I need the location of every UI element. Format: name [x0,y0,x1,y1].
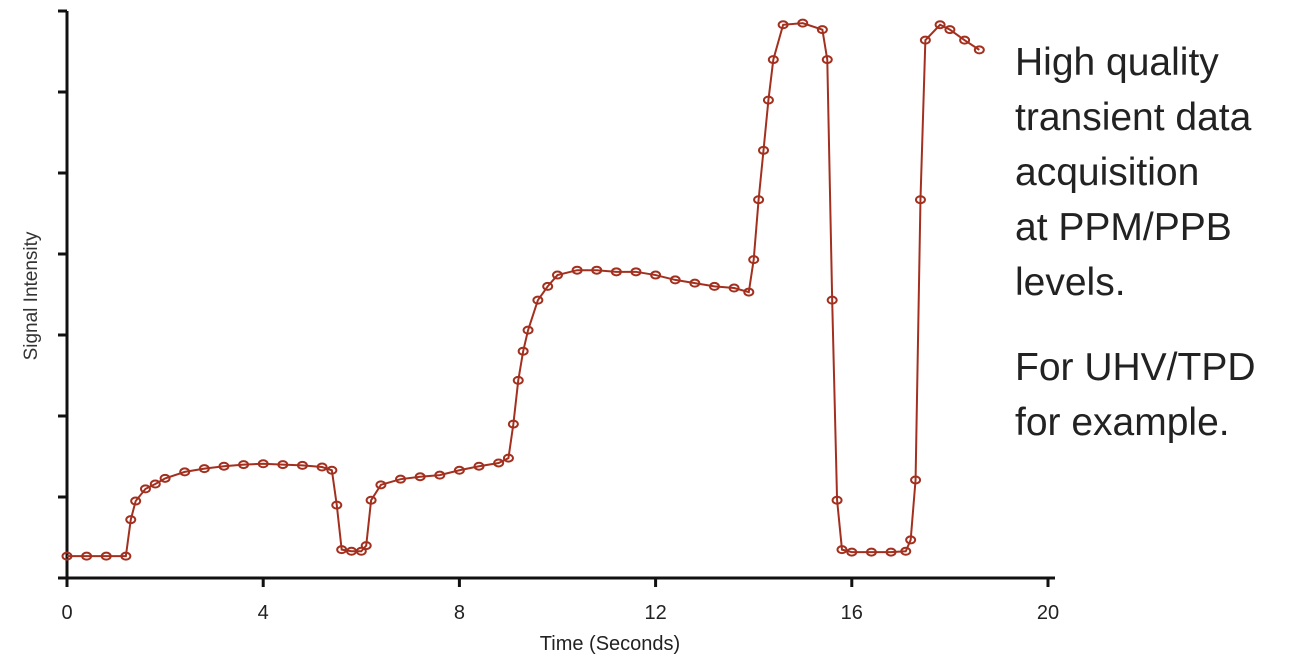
data-point [610,267,622,277]
data-point [959,35,971,45]
data-point [630,267,642,277]
data-point [914,195,926,205]
data-point [777,20,789,30]
data-point [900,546,912,556]
annotation-line: at PPM/PPB [1015,206,1232,249]
data-point [414,472,426,482]
data-point [81,551,93,561]
annotation-line: For UHV/TPD [1015,346,1256,389]
data-point [542,281,554,291]
data-point [934,20,946,30]
data-point [326,465,338,475]
data-point [708,281,720,291]
data-point [571,265,583,275]
data-point [919,35,931,45]
x-axis-label: Time (Seconds) [540,633,680,655]
x-tick-label: 16 [841,602,863,624]
data-point [910,475,922,485]
x-tick-label: 0 [61,602,72,624]
data-point [522,325,534,335]
data-point [797,18,809,28]
annotation-line: transient data [1015,96,1252,139]
data-point [100,551,112,561]
data-point [762,95,774,105]
data-point [507,419,519,429]
data-point [179,467,191,477]
data-point [395,474,407,484]
data-point [139,484,151,494]
x-tick-label: 12 [644,602,666,624]
data-point [944,25,956,35]
data-point [816,25,828,35]
data-point [758,145,770,155]
data-point [125,515,137,525]
data-point [753,195,765,205]
data-point [821,55,833,65]
data-point [316,462,328,472]
data-point [493,458,505,468]
data-point [743,287,755,297]
data-point [973,45,985,55]
data-point [120,551,132,561]
data-point [728,283,740,293]
data-point [365,495,377,505]
data-point [277,460,289,470]
data-point [473,461,485,471]
data-point [198,464,210,474]
data-point [552,270,563,280]
annotation-line: levels. [1015,261,1126,304]
data-point [434,470,446,480]
data-point [767,55,779,65]
data-point [238,460,250,470]
data-point [865,547,877,557]
data-point [149,479,161,489]
data-point [336,545,348,555]
data-point [355,546,367,556]
data-point [257,459,269,469]
x-tick-label: 20 [1037,602,1059,624]
x-tick-label: 4 [258,602,269,624]
annotation-line: acquisition [1015,151,1199,194]
data-point [360,541,372,551]
data-point [826,295,838,305]
data-point [836,545,848,555]
x-tick-label: 8 [454,602,465,624]
data-point [650,270,662,280]
y-axis-label: Signal Intensity [21,231,42,360]
data-point [375,480,387,490]
data-point [517,346,529,356]
annotation-line: for example. [1015,401,1230,444]
data-point [331,500,343,510]
data-point [159,473,171,483]
data-point [831,495,843,505]
data-point [532,295,544,305]
data-point [748,255,760,265]
data-point [846,547,858,557]
data-point [689,278,701,288]
data-point [453,465,465,475]
data-point [905,535,917,545]
annotation-line: High quality [1015,41,1219,84]
series-line [67,22,980,558]
data-point [885,547,897,557]
data-point [130,496,142,506]
data-point [591,265,603,275]
data-point [218,461,230,471]
data-point [61,551,73,561]
data-point [296,460,308,470]
data-point [512,375,524,385]
data-point [669,275,681,285]
data-point [502,453,514,463]
